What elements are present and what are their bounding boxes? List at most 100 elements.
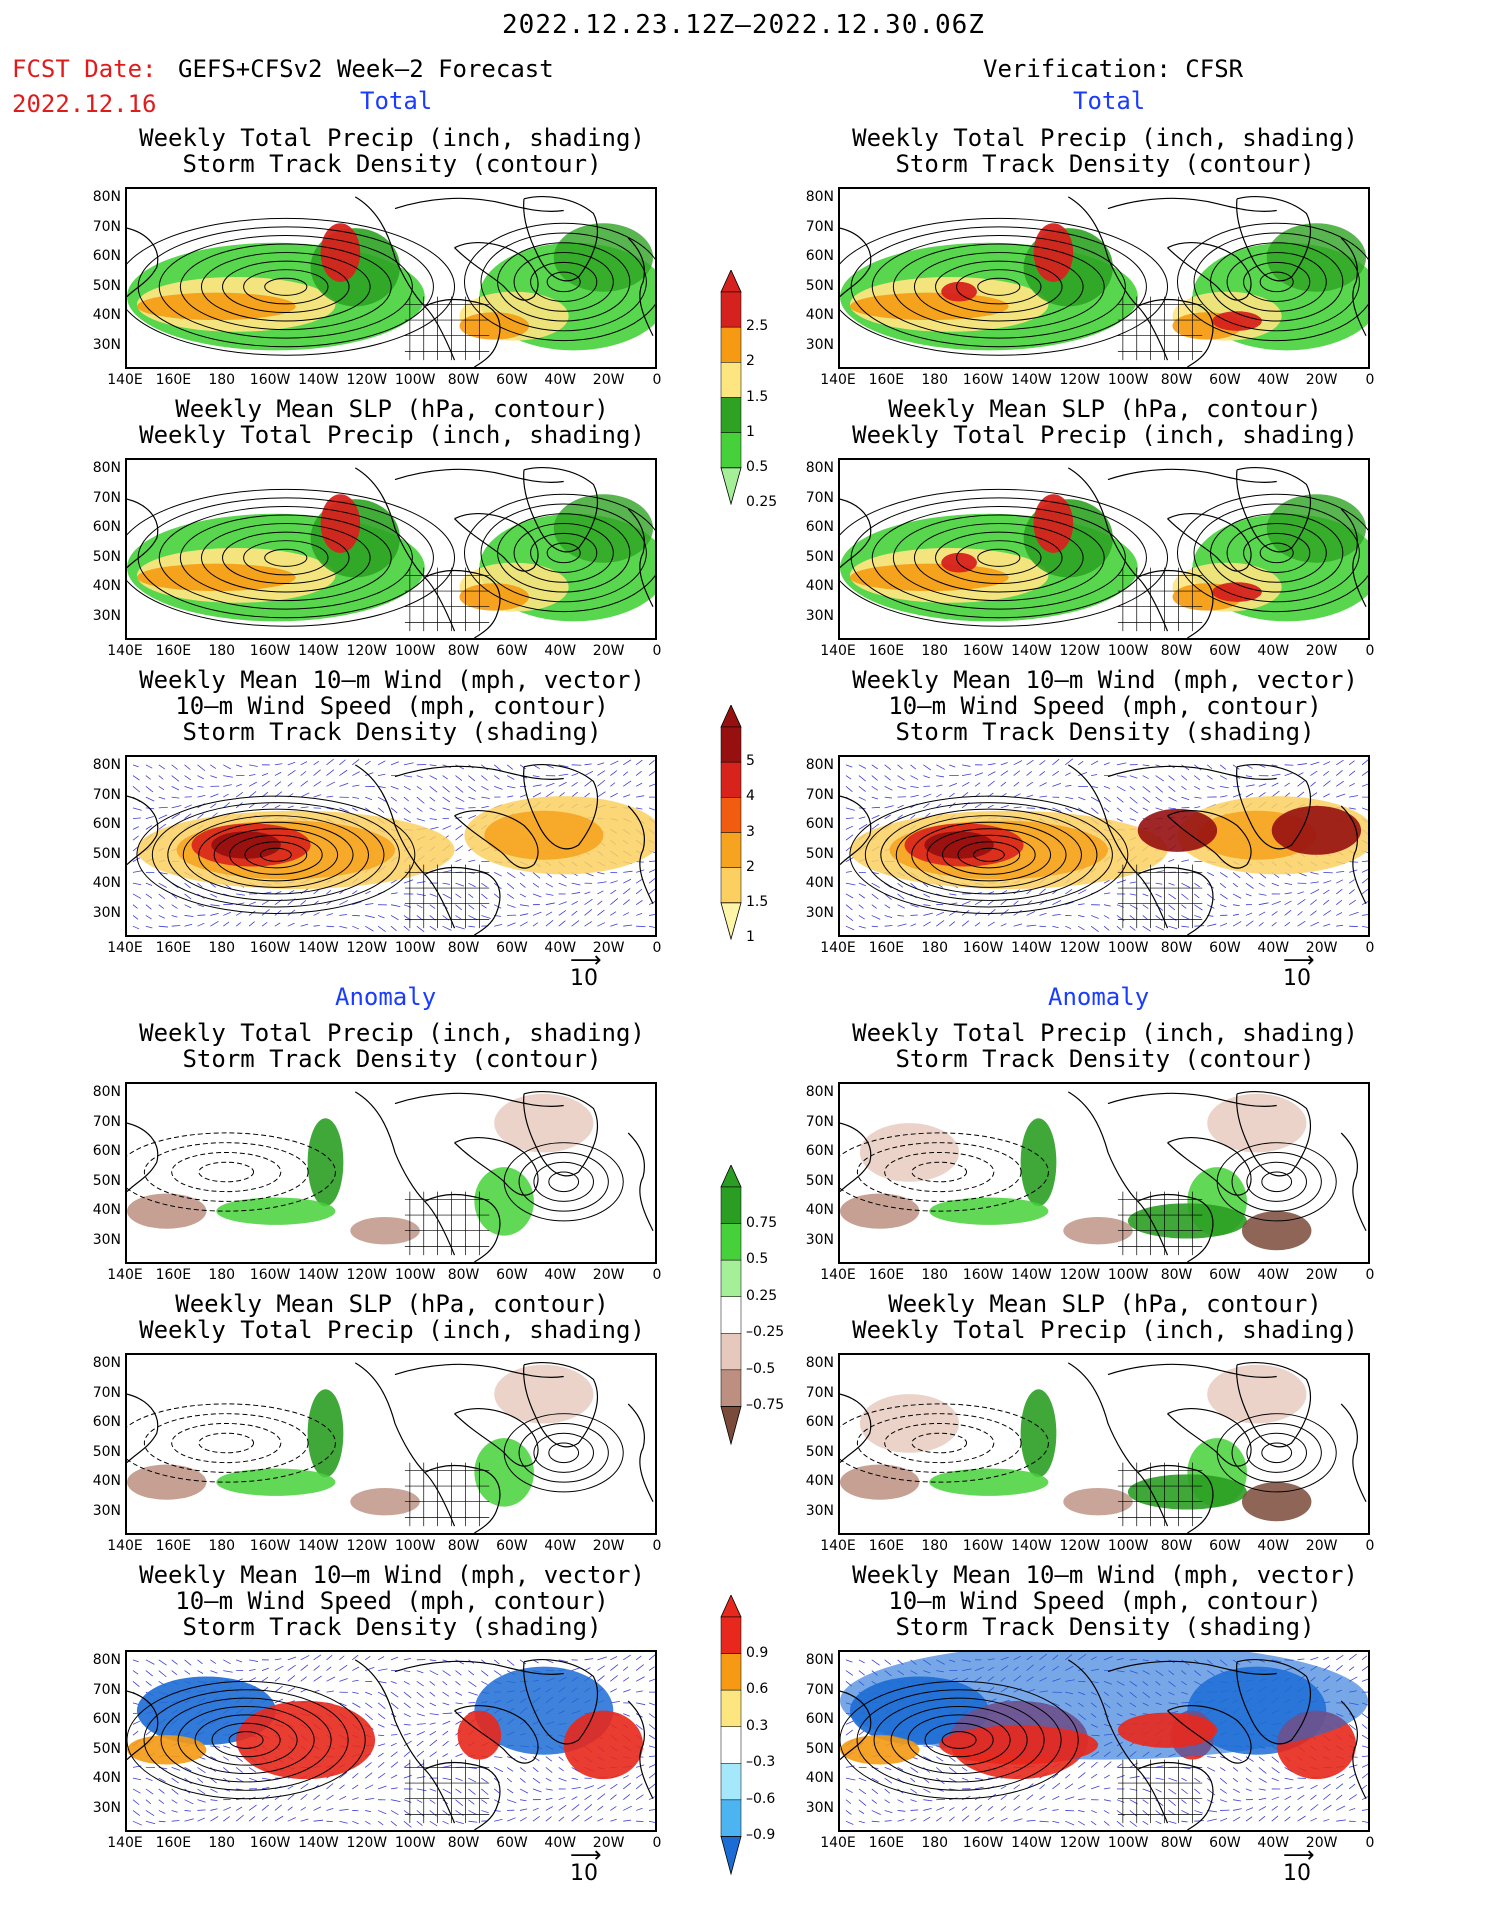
map-svg: [127, 1362, 654, 1533]
wind-vector: [597, 791, 606, 798]
wind-vector: [287, 1806, 293, 1811]
wind-vector: [145, 1799, 152, 1805]
wind-vector: [1129, 775, 1138, 779]
coast-europe: [627, 237, 654, 336]
wind-vector: [364, 1713, 373, 1721]
coast-europe: [1340, 1403, 1367, 1502]
state-borders: [404, 296, 490, 361]
coast-europe: [627, 1700, 654, 1799]
wind-vector: [416, 893, 426, 897]
wind-vector: [910, 814, 916, 819]
wind-vector: [235, 792, 244, 798]
panel-title-line: Weekly Total Precip (inch, shading): [852, 421, 1358, 449]
lat-label: 70N: [805, 786, 834, 803]
wind-vector: [1181, 775, 1188, 781]
panel-title-line: Weekly Total Precip (inch, shading): [852, 1316, 1358, 1344]
wind-vector: [429, 1702, 437, 1707]
lon-label: 140W: [298, 643, 339, 659]
wind-vector: [1181, 1777, 1187, 1782]
wind-vector: [1052, 758, 1060, 766]
wind-vector: [623, 780, 632, 787]
wind-vector: [313, 1819, 324, 1822]
coast-hudson-bay: [1167, 1705, 1252, 1764]
coast-arctic: [1107, 1363, 1277, 1378]
wind-vector: [519, 1788, 529, 1794]
wind-vector: [403, 818, 412, 823]
state-borders: [1117, 1759, 1203, 1824]
wind-vector: [1039, 912, 1047, 916]
contour: [1231, 1422, 1322, 1483]
wind-vector: [416, 818, 426, 822]
wind-vector: [313, 925, 320, 927]
wind-vector: [858, 823, 868, 830]
wind-vector: [145, 1788, 154, 1795]
wind-vector: [1348, 879, 1355, 884]
wind-vector: [339, 759, 346, 766]
wind-vector: [197, 882, 203, 888]
wind-vector: [962, 773, 972, 776]
lat-label: 30N: [92, 1799, 121, 1816]
wind-vector: [571, 791, 578, 798]
wind-vector: [1155, 1788, 1162, 1793]
wind-vector: [390, 915, 399, 921]
wind-vector: [545, 911, 553, 916]
panel-title-line: Weekly Mean 10–m Wind (mph, vector): [139, 666, 645, 694]
wind-vector: [1026, 771, 1032, 776]
wind-vector: [416, 1702, 425, 1708]
colorbar-label: 1: [746, 423, 755, 440]
lat-label: 80N: [92, 1355, 121, 1371]
wind-vector: [884, 1810, 893, 1814]
wind-vector: [1090, 1820, 1097, 1826]
wind-vector: [339, 1678, 348, 1682]
colorbar-storm_anom: [720, 1595, 742, 1875]
wind-vector: [1000, 909, 1009, 916]
contour: [497, 242, 631, 322]
wind-vector: [494, 1756, 503, 1759]
wind-vector: [442, 796, 450, 803]
wind-vector: [1155, 1799, 1164, 1806]
lat-label: 80N: [805, 757, 834, 773]
lon-label: 100W: [1107, 940, 1149, 956]
coast-hudson-bay: [454, 1408, 539, 1467]
wind-vector: [352, 1820, 359, 1825]
wind-vector: [326, 1690, 334, 1693]
wind-vector: [506, 893, 515, 899]
wind-vector: [622, 899, 630, 905]
lat-label: 80N: [92, 460, 121, 476]
lon-label: 60W: [496, 1267, 528, 1283]
coast-greenland: [523, 1659, 598, 1745]
wind-vector: [961, 791, 969, 798]
precip-shade: [459, 583, 529, 611]
lon-label: 120W: [1059, 940, 1101, 956]
wind-vector: [171, 915, 178, 918]
wind-vector: [429, 1751, 437, 1757]
lon-label: 120W: [1059, 1538, 1101, 1554]
wind-vector: [1271, 882, 1279, 887]
wind-vector: [365, 903, 374, 906]
wind-vector: [223, 1806, 231, 1811]
coast-asia: [127, 1393, 159, 1463]
lon-label: 160W: [962, 1538, 1004, 1554]
wind-vector: [429, 764, 437, 767]
wind-vector: [858, 904, 864, 909]
wind-vector: [1245, 1756, 1254, 1762]
wind-vector: [235, 911, 242, 916]
wind-vector: [184, 775, 192, 781]
wind-vector: [184, 804, 192, 809]
lon-label: 160W: [249, 643, 291, 659]
wind-vector: [610, 770, 618, 776]
wind-vector: [455, 1691, 463, 1696]
lon-label: 0: [1365, 1267, 1375, 1283]
wind-vector: [455, 786, 464, 793]
wind-vector: [132, 1730, 139, 1736]
map-svg: [127, 1091, 654, 1262]
wind-vector: [132, 1670, 139, 1675]
wind-vector: [987, 771, 996, 776]
wind-vector: [210, 793, 219, 798]
contour: [530, 532, 598, 573]
coast-asia: [840, 498, 872, 568]
wind-vector: [506, 775, 515, 780]
lat-label: 30N: [805, 336, 834, 353]
wind-vector: [171, 1767, 181, 1771]
lat-label: 80N: [92, 189, 121, 205]
